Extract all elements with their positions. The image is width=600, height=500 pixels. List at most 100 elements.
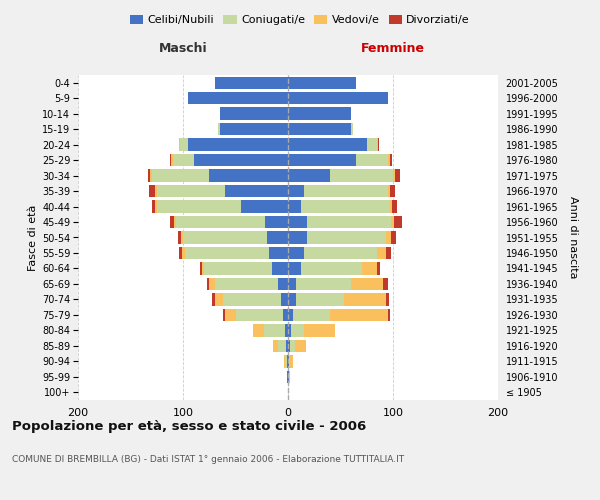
Bar <box>155 185 157 198</box>
Bar <box>390 185 395 198</box>
Bar <box>220 123 288 136</box>
Bar <box>157 185 225 198</box>
Bar <box>277 340 286 352</box>
Bar <box>307 216 391 228</box>
Bar <box>388 185 390 198</box>
Bar <box>172 154 173 166</box>
Bar <box>241 200 288 212</box>
Bar <box>330 308 388 321</box>
Bar <box>215 293 223 306</box>
Bar <box>288 200 301 212</box>
Bar <box>293 308 330 321</box>
Bar <box>183 232 267 243</box>
Bar <box>367 138 377 151</box>
Bar <box>393 170 395 182</box>
Bar <box>269 247 288 259</box>
Bar <box>290 340 295 352</box>
Bar <box>386 293 389 306</box>
Bar <box>304 247 377 259</box>
Bar <box>288 138 367 151</box>
Bar <box>288 340 290 352</box>
Bar <box>215 76 288 89</box>
Bar <box>193 154 288 166</box>
Bar <box>253 324 264 336</box>
Bar <box>394 216 403 228</box>
Bar <box>291 324 304 336</box>
Bar <box>179 247 182 259</box>
Bar <box>361 262 377 274</box>
Bar <box>288 278 296 290</box>
Bar <box>225 308 235 321</box>
Bar <box>209 278 215 290</box>
Bar <box>204 262 272 274</box>
Text: Maschi: Maschi <box>158 42 208 55</box>
Bar <box>265 216 288 228</box>
Bar <box>288 76 356 89</box>
Bar <box>288 170 330 182</box>
Bar <box>281 293 288 306</box>
Bar <box>288 185 304 198</box>
Bar <box>218 123 220 136</box>
Bar <box>272 262 288 274</box>
Bar <box>209 170 288 182</box>
Bar <box>170 216 173 228</box>
Bar <box>207 278 209 290</box>
Bar <box>188 92 288 104</box>
Bar <box>284 355 285 368</box>
Bar <box>235 308 283 321</box>
Bar <box>377 262 380 274</box>
Bar <box>181 232 183 243</box>
Bar <box>288 154 356 166</box>
Bar <box>390 154 392 166</box>
Bar <box>202 262 204 274</box>
Bar <box>212 293 215 306</box>
Bar <box>288 92 388 104</box>
Bar <box>288 324 291 336</box>
Bar <box>307 232 386 243</box>
Bar <box>225 185 288 198</box>
Bar <box>179 138 180 151</box>
Bar <box>301 200 390 212</box>
Bar <box>351 278 383 290</box>
Bar <box>288 216 307 228</box>
Bar <box>264 324 285 336</box>
Bar <box>170 154 172 166</box>
Text: Popolazione per età, sesso e stato civile - 2006: Popolazione per età, sesso e stato civil… <box>12 420 366 433</box>
Bar <box>288 108 351 120</box>
Bar <box>356 154 388 166</box>
Bar <box>274 340 277 352</box>
Bar <box>267 232 288 243</box>
Bar <box>296 293 344 306</box>
Bar <box>285 324 288 336</box>
Y-axis label: Anni di nascita: Anni di nascita <box>568 196 578 279</box>
Bar <box>173 154 193 166</box>
Y-axis label: Fasce di età: Fasce di età <box>28 204 38 270</box>
Bar <box>304 185 388 198</box>
Bar <box>288 262 301 274</box>
Bar <box>391 232 396 243</box>
Bar <box>383 278 388 290</box>
Bar <box>151 200 155 212</box>
Bar <box>388 154 390 166</box>
Bar <box>289 355 290 368</box>
Legend: Celibi/Nubili, Coniugati/e, Vedovi/e, Divorziati/e: Celibi/Nubili, Coniugati/e, Vedovi/e, Di… <box>125 10 475 30</box>
Bar <box>176 216 265 228</box>
Bar <box>288 370 289 383</box>
Bar <box>301 262 362 274</box>
Text: Femmine: Femmine <box>361 42 425 55</box>
Bar <box>149 185 155 198</box>
Bar <box>285 355 287 368</box>
Bar <box>182 247 185 259</box>
Bar <box>223 308 225 321</box>
Bar <box>223 293 281 306</box>
Bar <box>288 247 304 259</box>
Bar <box>344 293 386 306</box>
Bar <box>391 216 394 228</box>
Bar <box>287 370 288 383</box>
Bar <box>288 293 296 306</box>
Bar <box>351 123 353 136</box>
Bar <box>386 247 391 259</box>
Bar <box>185 247 269 259</box>
Bar <box>289 370 290 383</box>
Bar <box>151 170 209 182</box>
